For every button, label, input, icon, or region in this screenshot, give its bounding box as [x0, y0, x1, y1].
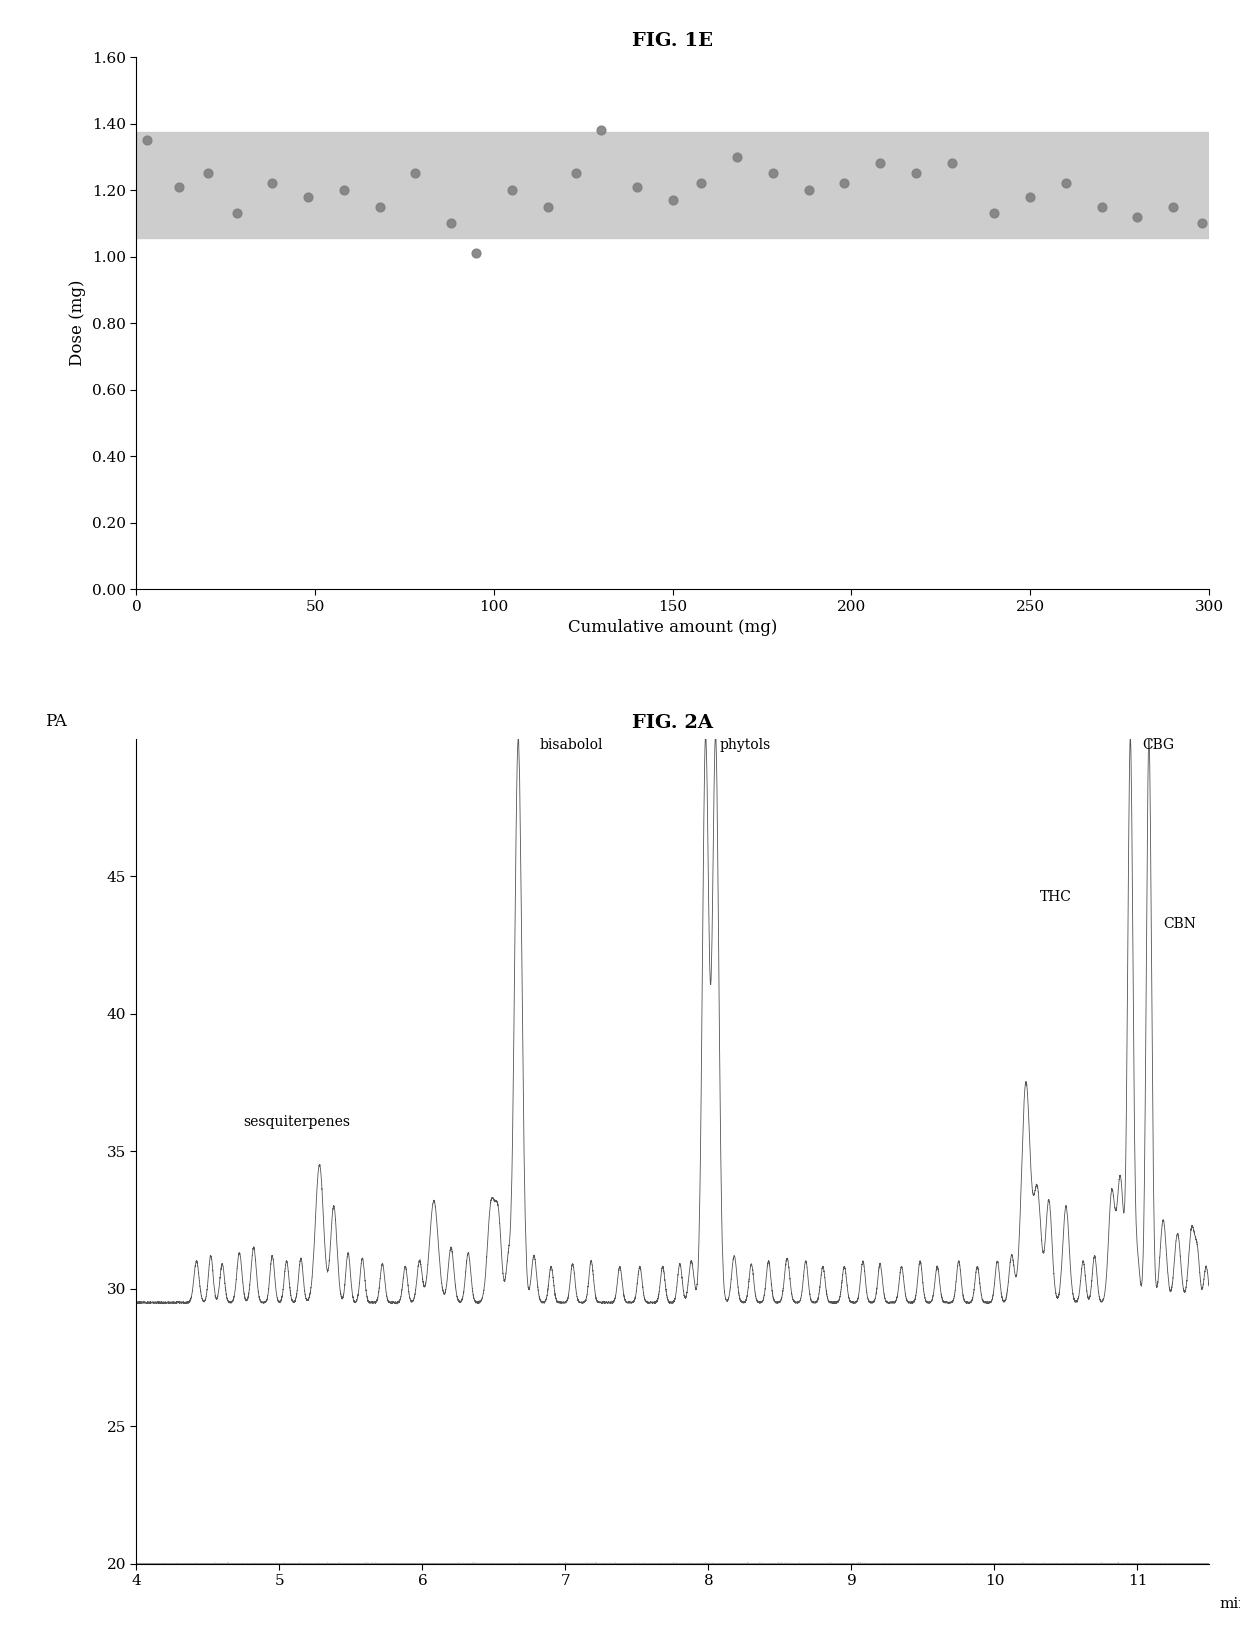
Point [170, 174, 190, 200]
Title: FIG. 1E: FIG. 1E [632, 33, 713, 50]
Point [441, 210, 461, 236]
Point [1127, 204, 1147, 230]
Point [405, 160, 425, 186]
Point [263, 171, 283, 197]
Point [692, 171, 712, 197]
Point [502, 178, 522, 204]
Point [941, 150, 961, 176]
Point [985, 200, 1004, 226]
Text: CBN: CBN [1163, 917, 1197, 932]
Point [298, 184, 317, 210]
Point [370, 194, 389, 220]
X-axis label: Cumulative amount (mg): Cumulative amount (mg) [568, 619, 777, 637]
Point [870, 150, 890, 176]
Text: sesquiterpenes: sesquiterpenes [243, 1116, 351, 1129]
Point [227, 200, 247, 226]
Bar [136, 132, 1209, 238]
Text: phytols: phytols [720, 738, 771, 753]
Point [1091, 194, 1111, 220]
Point [763, 160, 782, 186]
Point [662, 187, 682, 213]
Point [906, 160, 926, 186]
Point [1056, 171, 1076, 197]
Point [799, 178, 818, 204]
Text: CBG: CBG [1142, 738, 1174, 753]
Point [466, 241, 486, 267]
Point [835, 171, 854, 197]
Point [627, 174, 647, 200]
Point [567, 160, 587, 186]
Title: FIG. 2A: FIG. 2A [632, 714, 713, 731]
Point [727, 143, 746, 169]
Y-axis label: Dose (mg): Dose (mg) [69, 280, 87, 367]
Point [138, 127, 157, 153]
Text: min: min [1220, 1596, 1240, 1611]
Point [1021, 184, 1040, 210]
Text: THC: THC [1040, 889, 1073, 904]
Point [538, 194, 558, 220]
Point [591, 117, 611, 143]
Point [1192, 210, 1211, 236]
Point [198, 160, 218, 186]
Text: bisabolol: bisabolol [539, 738, 603, 753]
Text: PA: PA [45, 714, 67, 730]
Point [1163, 194, 1183, 220]
Point [334, 178, 353, 204]
